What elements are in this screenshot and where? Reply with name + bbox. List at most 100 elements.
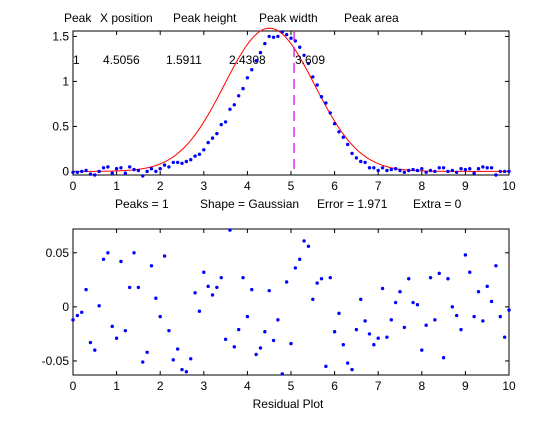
- residual-point: [367, 332, 372, 336]
- residual-point: [241, 275, 245, 280]
- peak-data-point: [210, 136, 215, 140]
- peak-data-point: [123, 171, 128, 175]
- residual-point: [106, 251, 110, 255]
- peak-data-point: [158, 167, 162, 171]
- peak-data-point: [245, 76, 250, 80]
- residual-point: [415, 303, 420, 307]
- peak-data-point: [254, 59, 258, 63]
- residual-point: [171, 358, 175, 362]
- residual-point: [84, 287, 88, 292]
- peak-data-point: [489, 166, 494, 170]
- peak-plot-x-tick-label: 7: [375, 179, 382, 193]
- peak-data-point: [345, 142, 350, 147]
- residual-plot-x-tick-label: 2: [157, 379, 164, 393]
- peak-data-point: [114, 167, 119, 171]
- residual-plot-x-tick-label: 1: [113, 379, 120, 393]
- residual-point: [489, 299, 494, 304]
- residual-point: [393, 300, 398, 305]
- peak-data-point: [380, 166, 385, 170]
- peak-data-point: [119, 166, 123, 170]
- residual-point: [420, 348, 424, 352]
- residual-point: [154, 296, 158, 300]
- peak-data-point: [363, 160, 367, 165]
- peak-data-point: [71, 170, 75, 174]
- peak-plot-axes: [72, 30, 510, 176]
- peak-data-point: [463, 167, 468, 172]
- residual-point: [236, 327, 241, 332]
- residual-point: [223, 337, 228, 342]
- residual-point: [446, 277, 450, 281]
- residual-point: [459, 327, 463, 332]
- peak-data-point: [433, 169, 437, 174]
- peak-data-point: [507, 169, 511, 174]
- peak-data-point: [437, 166, 441, 170]
- peak-data-point: [84, 168, 88, 173]
- residual-point: [250, 287, 254, 292]
- peak-data-points: [71, 30, 511, 178]
- residual-point: [398, 290, 402, 294]
- residual-point: [424, 323, 428, 327]
- peak-data-point: [476, 167, 481, 171]
- peak-data-point: [306, 61, 311, 66]
- residual-plot-x-tick-label: 5: [288, 379, 295, 393]
- residual-plot-y-tick-label: 0: [62, 300, 69, 314]
- residual-point: [132, 251, 136, 255]
- peak-data-point: [424, 170, 428, 174]
- residual-point: [433, 318, 437, 322]
- residual-point: [324, 364, 328, 369]
- residual-point: [481, 319, 485, 323]
- peak-data-point: [93, 173, 97, 177]
- residual-point: [263, 330, 267, 334]
- residual-point: [75, 313, 80, 318]
- residual-point: [289, 341, 293, 346]
- residual-plot-y-tick-label: -0.05: [42, 354, 70, 368]
- peak-data-point: [284, 32, 289, 37]
- residual-plot-axes: [72, 228, 510, 376]
- residual-point: [494, 264, 498, 268]
- result-peak-width: 2.4308: [229, 53, 266, 67]
- residual-point: [293, 266, 298, 270]
- summary-extra: Extra = 0: [413, 197, 462, 211]
- result-peak-number: 1: [73, 53, 80, 67]
- residual-point: [219, 275, 223, 280]
- peak-data-point: [250, 68, 254, 72]
- residual-point: [206, 284, 210, 289]
- residual-point: [337, 311, 341, 316]
- residual-point: [463, 253, 468, 257]
- peak-data-point: [328, 111, 332, 115]
- residual-plot-y-ticks: -0.05 0 0.05: [42, 246, 509, 368]
- residual-point: [407, 277, 411, 281]
- residual-plot-x-tick-label: 10: [502, 379, 516, 393]
- residual-plot-x-tick-label: 9: [462, 379, 469, 393]
- residual-point: [158, 314, 162, 319]
- residual-point: [450, 305, 455, 309]
- peak-data-point: [223, 120, 228, 124]
- residual-point: [141, 360, 145, 364]
- residual-point: [472, 314, 476, 319]
- residual-point: [202, 270, 206, 274]
- peak-data-point: [236, 94, 241, 98]
- residual-point: [215, 285, 219, 290]
- residual-point: [197, 309, 202, 313]
- peak-data-point: [202, 148, 206, 152]
- residual-point: [189, 357, 193, 361]
- peak-data-point: [385, 168, 389, 173]
- residual-point: [71, 318, 75, 322]
- peak-data-point: [263, 41, 267, 46]
- peak-plot-y-tick-label: 1: [62, 74, 69, 88]
- residual-point: [306, 244, 311, 249]
- peak-data-point: [258, 50, 263, 55]
- residual-point: [184, 370, 189, 374]
- residual-point: [162, 254, 167, 258]
- residual-point: [101, 257, 106, 261]
- residual-plot-x-tick-label: 0: [70, 379, 77, 393]
- peak-data-point: [481, 165, 485, 169]
- peak-plot-x-tick-label: 3: [200, 179, 207, 193]
- residual-plot-y-tick-label: 0.05: [46, 246, 70, 260]
- residual-point: [441, 355, 446, 360]
- peak-data-point: [302, 53, 306, 57]
- header-labels: Peak X position Peak height Peak width P…: [64, 11, 399, 25]
- summary-peaks: Peaks = 1: [115, 197, 169, 211]
- peak-data-point: [149, 167, 154, 171]
